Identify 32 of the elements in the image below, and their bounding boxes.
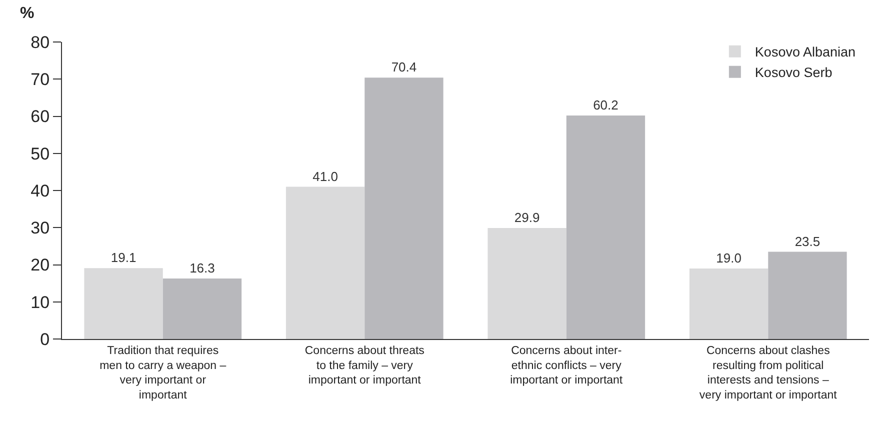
x-tick-label: Concerns about threats to the family – very important or important (304, 344, 425, 387)
data-label: 41.0 (312, 168, 338, 184)
y-tick-label: 60 (30, 107, 50, 126)
x-tick-label: Concerns about clashes resulting from political interests and tensions – very important or important (699, 344, 838, 402)
legend-label: Kosovo Serb (754, 65, 832, 80)
bar (364, 78, 444, 339)
y-tick-label: 0 (40, 330, 50, 349)
bar (768, 252, 847, 339)
bar (689, 268, 768, 339)
data-label: 70.4 (391, 60, 417, 75)
bar (84, 268, 163, 339)
x-tick-label: Tradition that requires men to carry a weapon – very important or important (100, 344, 227, 402)
data-label: 16.3 (190, 260, 215, 276)
y-tick-label: 20 (30, 256, 50, 275)
y-tick-label: 70 (30, 70, 50, 90)
y-tick-label: 30 (30, 218, 50, 238)
legend-label: Kosovo Albanian (754, 44, 856, 60)
data-label: 29.9 (514, 210, 540, 225)
x-tick-label: Concerns about inter- ethnic conflicts – very important or important (510, 344, 624, 387)
bar (488, 228, 566, 339)
y-tick-label: 80 (30, 32, 50, 52)
data-label: 23.5 (794, 234, 820, 249)
y-axis-title: % (20, 5, 34, 22)
data-label: 60.2 (593, 98, 618, 113)
data-label: 19.0 (716, 250, 742, 266)
y-tick-label: 10 (30, 292, 50, 312)
bar (286, 186, 365, 339)
data-label: 19.1 (110, 250, 136, 266)
bar (566, 116, 646, 339)
y-tick-label: 50 (30, 144, 50, 164)
y-tick-label: 40 (30, 181, 50, 200)
bar (162, 278, 242, 339)
